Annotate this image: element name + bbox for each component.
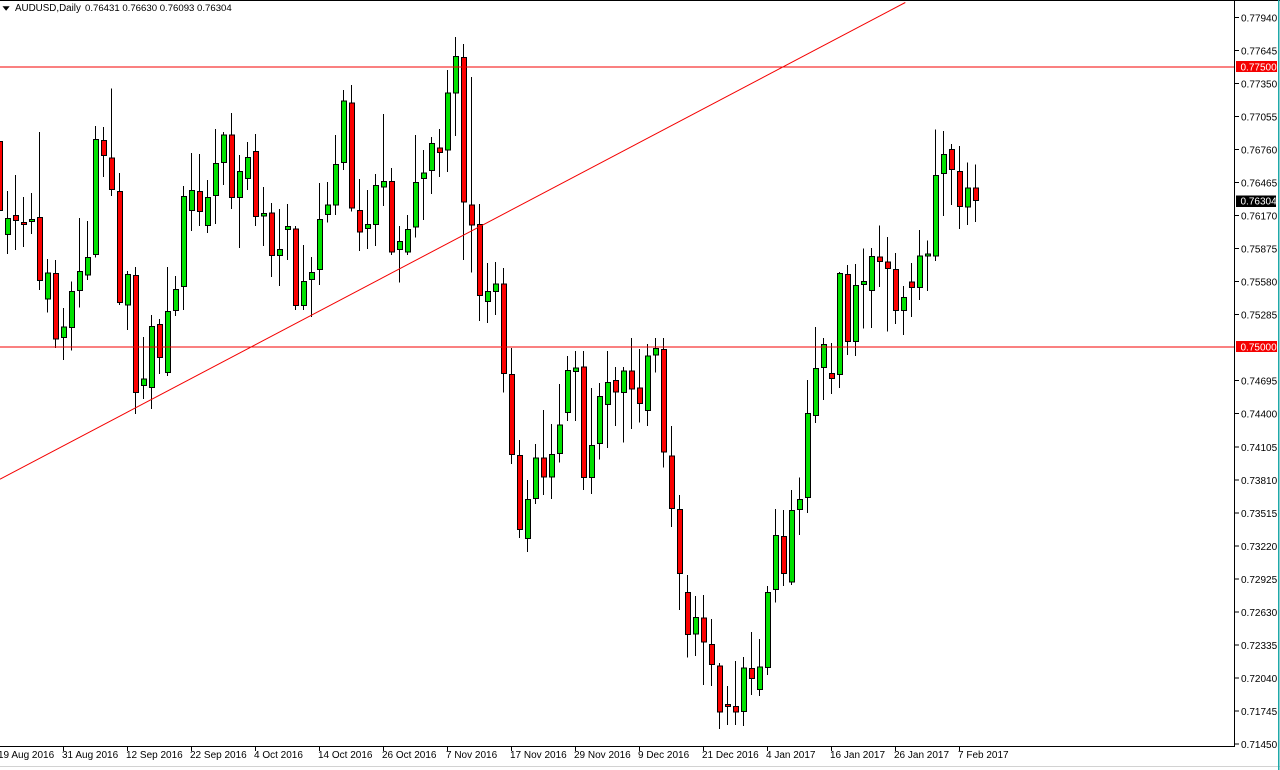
svg-text:7 Nov 2016: 7 Nov 2016 bbox=[446, 750, 498, 761]
svg-text:9 Dec 2016: 9 Dec 2016 bbox=[638, 750, 690, 761]
svg-text:0.71450: 0.71450 bbox=[1241, 740, 1278, 751]
svg-text:0.76170: 0.76170 bbox=[1241, 212, 1278, 223]
svg-text:0.75000: 0.75000 bbox=[1241, 343, 1278, 354]
svg-text:0.75580: 0.75580 bbox=[1241, 278, 1278, 289]
svg-text:0.77645: 0.77645 bbox=[1241, 46, 1278, 57]
svg-text:0.72335: 0.72335 bbox=[1241, 641, 1278, 652]
svg-text:0.77500: 0.77500 bbox=[1241, 63, 1278, 74]
svg-text:0.74105: 0.74105 bbox=[1241, 443, 1278, 454]
svg-text:0.71745: 0.71745 bbox=[1241, 707, 1278, 718]
svg-text:0.76304: 0.76304 bbox=[1241, 197, 1278, 208]
svg-text:0.76431 0.76630 0.76093 0.7630: 0.76431 0.76630 0.76093 0.76304 bbox=[85, 3, 232, 14]
svg-text:14 Oct 2016: 14 Oct 2016 bbox=[318, 750, 373, 761]
svg-text:22 Sep 2016: 22 Sep 2016 bbox=[190, 750, 247, 761]
svg-text:16 Jan 2017: 16 Jan 2017 bbox=[830, 750, 885, 761]
svg-text:0.74400: 0.74400 bbox=[1241, 410, 1278, 421]
svg-text:0.73515: 0.73515 bbox=[1241, 509, 1278, 520]
svg-text:12 Sep 2016: 12 Sep 2016 bbox=[126, 750, 183, 761]
svg-text:0.73810: 0.73810 bbox=[1241, 476, 1278, 487]
svg-text:29 Nov 2016: 29 Nov 2016 bbox=[574, 750, 631, 761]
svg-text:19 Aug 2016: 19 Aug 2016 bbox=[0, 750, 55, 761]
svg-text:0.77055: 0.77055 bbox=[1241, 113, 1278, 124]
svg-text:0.76465: 0.76465 bbox=[1241, 179, 1278, 190]
svg-text:17 Nov 2016: 17 Nov 2016 bbox=[510, 750, 567, 761]
svg-text:AUDUSD,Daily: AUDUSD,Daily bbox=[15, 3, 81, 14]
svg-text:0.72040: 0.72040 bbox=[1241, 674, 1278, 685]
svg-text:0.72925: 0.72925 bbox=[1241, 575, 1278, 586]
svg-text:4 Jan 2017: 4 Jan 2017 bbox=[766, 750, 816, 761]
svg-text:4 Oct 2016: 4 Oct 2016 bbox=[254, 750, 303, 761]
svg-text:26 Oct 2016: 26 Oct 2016 bbox=[382, 750, 437, 761]
svg-text:0.73220: 0.73220 bbox=[1241, 542, 1278, 553]
svg-text:0.76760: 0.76760 bbox=[1241, 146, 1278, 157]
svg-text:31 Aug 2016: 31 Aug 2016 bbox=[62, 750, 119, 761]
svg-text:0.75875: 0.75875 bbox=[1241, 245, 1278, 256]
svg-text:0.77350: 0.77350 bbox=[1241, 79, 1278, 90]
svg-text:26 Jan 2017: 26 Jan 2017 bbox=[894, 750, 949, 761]
svg-text:0.77940: 0.77940 bbox=[1241, 13, 1278, 24]
svg-text:7 Feb 2017: 7 Feb 2017 bbox=[958, 750, 1009, 761]
svg-text:0.74695: 0.74695 bbox=[1241, 377, 1278, 388]
svg-text:0.75285: 0.75285 bbox=[1241, 311, 1278, 322]
svg-text:21 Dec 2016: 21 Dec 2016 bbox=[702, 750, 759, 761]
svg-text:0.72630: 0.72630 bbox=[1241, 608, 1278, 619]
